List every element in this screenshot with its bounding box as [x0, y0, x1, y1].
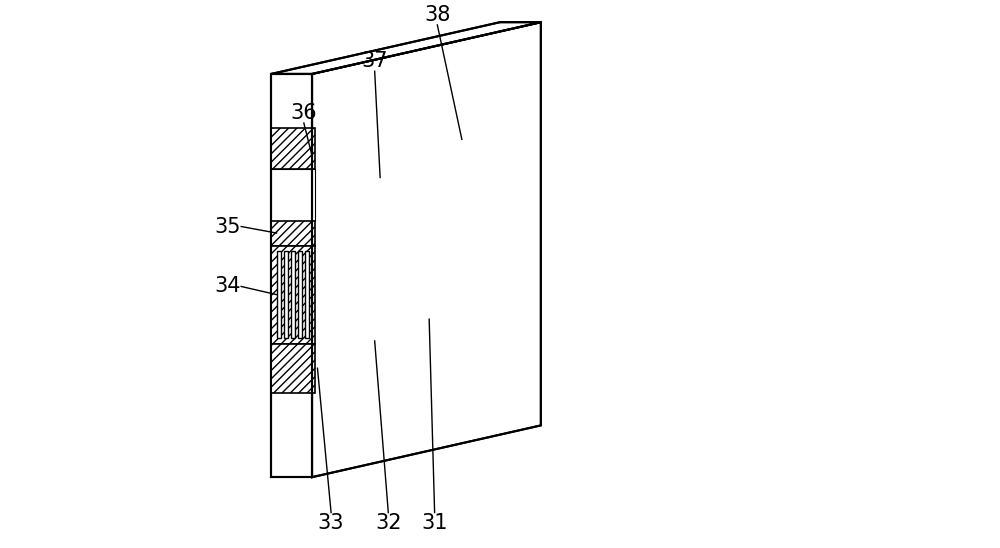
Text: 34: 34 — [215, 276, 241, 296]
Polygon shape — [271, 246, 315, 344]
Text: 36: 36 — [291, 103, 317, 123]
Polygon shape — [277, 251, 281, 338]
Text: 32: 32 — [375, 512, 402, 533]
Polygon shape — [271, 221, 315, 246]
Text: 31: 31 — [421, 512, 448, 533]
Polygon shape — [271, 74, 312, 477]
Text: 38: 38 — [424, 5, 451, 25]
Polygon shape — [271, 344, 315, 393]
Text: 35: 35 — [215, 216, 241, 237]
Text: 37: 37 — [361, 51, 388, 71]
Polygon shape — [271, 128, 315, 169]
Text: 33: 33 — [318, 512, 344, 533]
Polygon shape — [305, 251, 309, 338]
Polygon shape — [291, 251, 295, 338]
Polygon shape — [271, 169, 315, 221]
Polygon shape — [298, 251, 302, 338]
Polygon shape — [284, 251, 288, 338]
Polygon shape — [312, 22, 541, 477]
Polygon shape — [271, 22, 541, 74]
